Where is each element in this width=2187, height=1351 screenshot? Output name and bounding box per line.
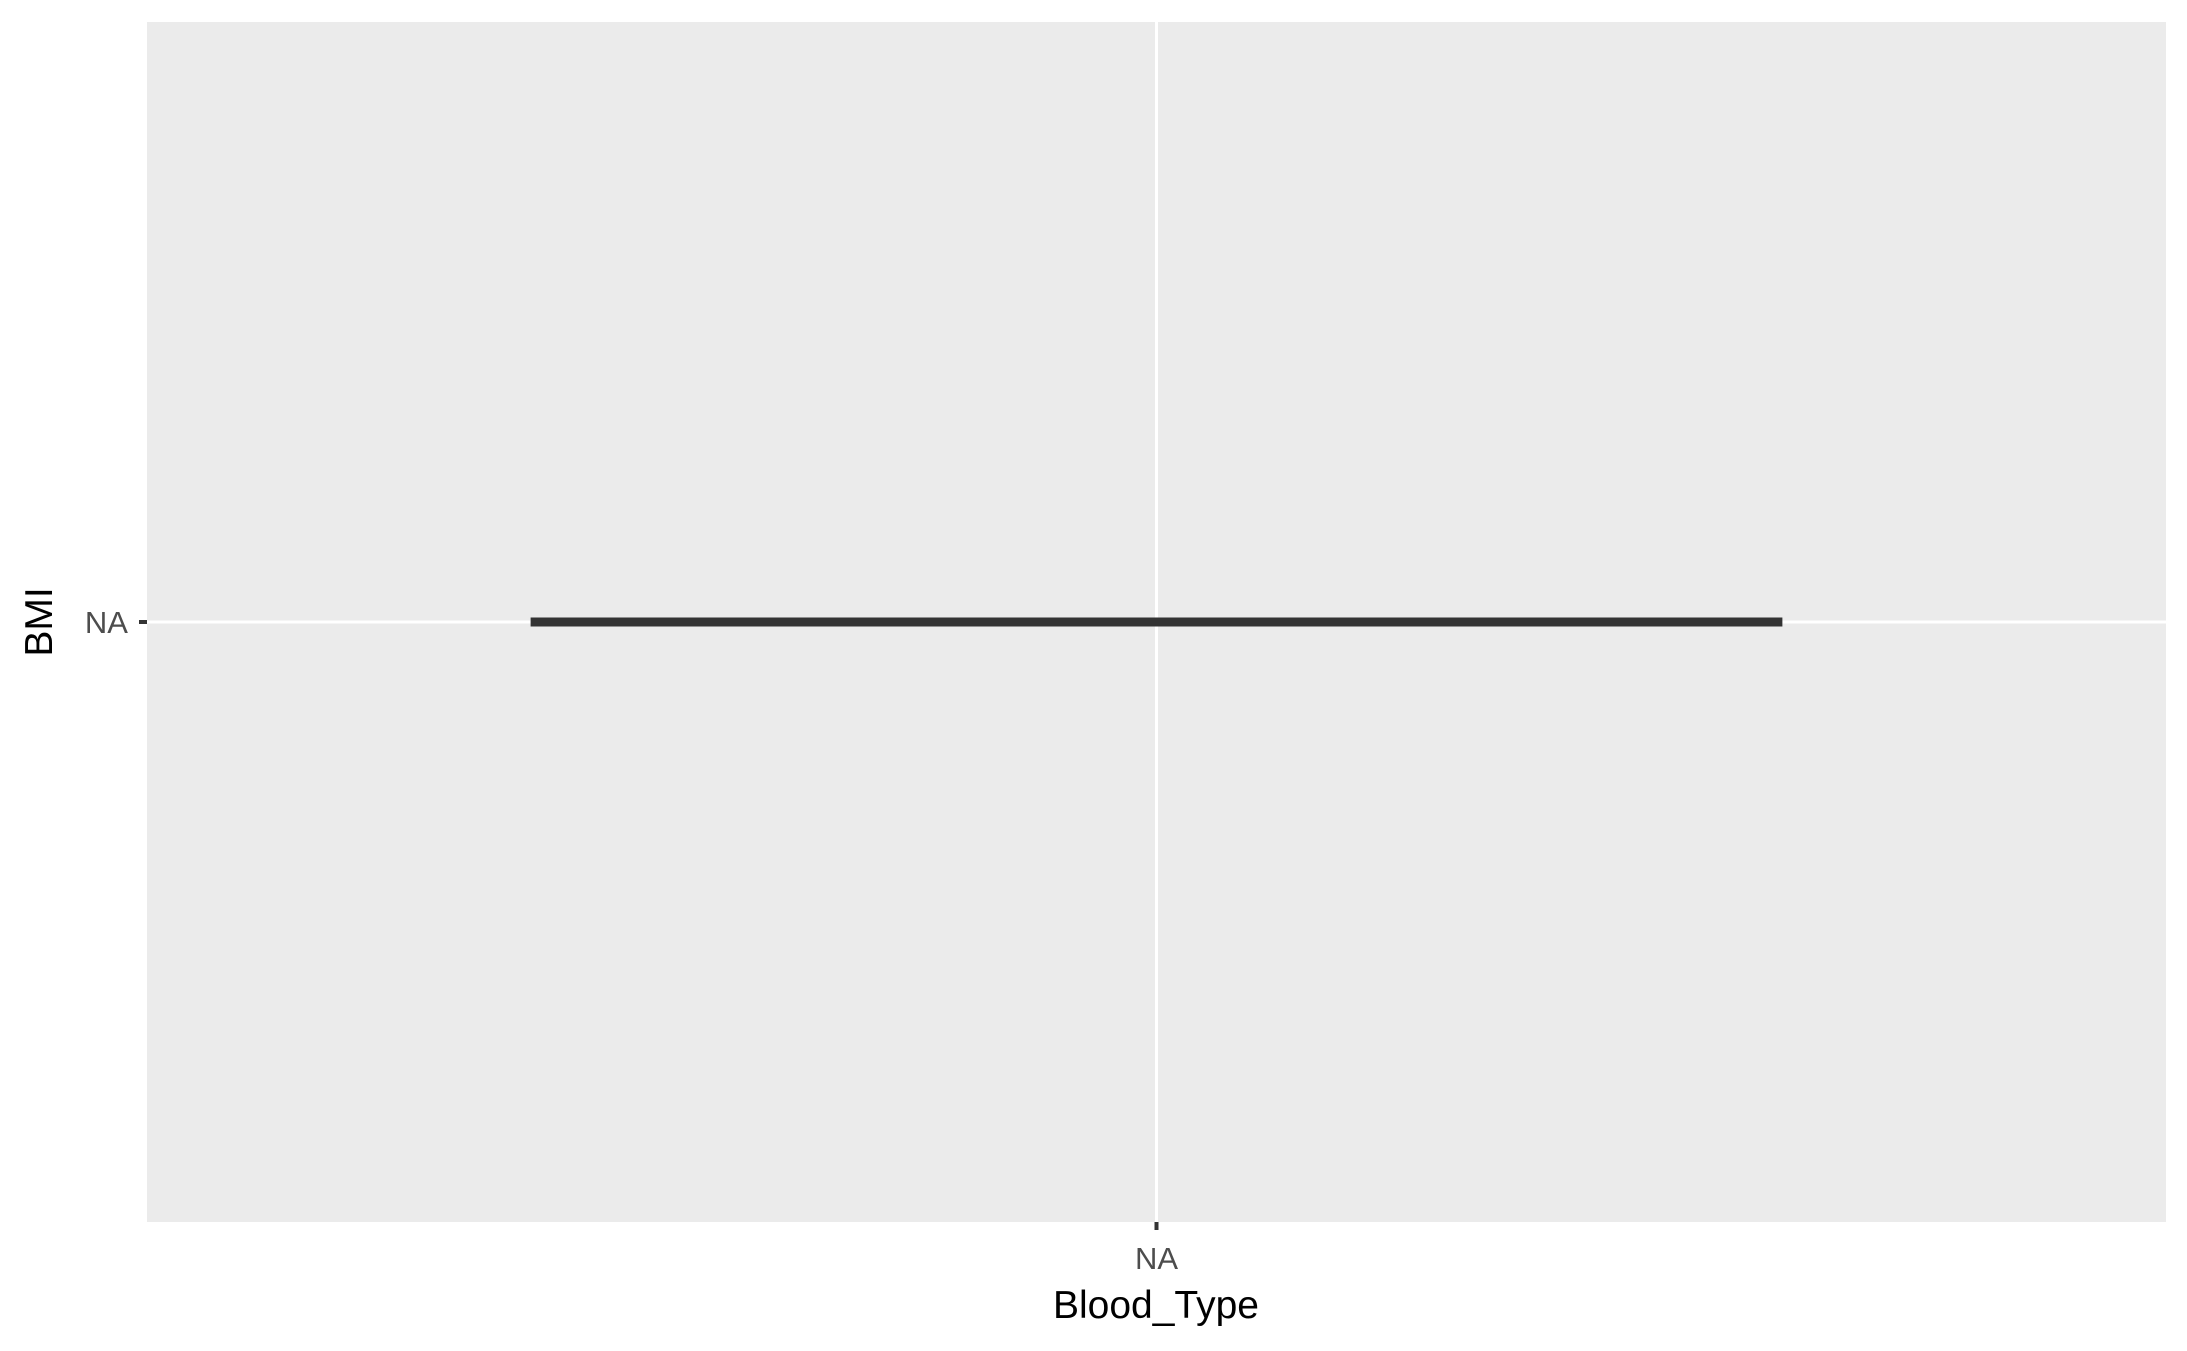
x-axis: NA	[1135, 1222, 1178, 1276]
y-axis-title: BMI	[18, 587, 61, 656]
x-tick-label: NA	[1135, 1241, 1178, 1276]
y-axis: NA	[85, 605, 147, 640]
x-axis-title: Blood_Type	[1053, 1284, 1259, 1327]
y-tick-label: NA	[85, 605, 128, 640]
